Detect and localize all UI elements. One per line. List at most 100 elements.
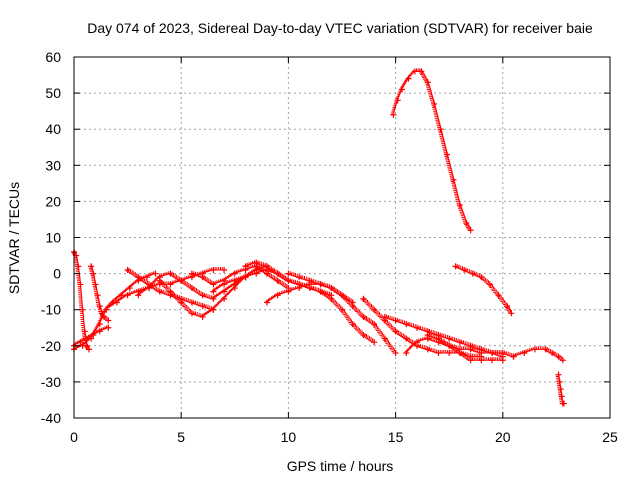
data-point [263,263,270,270]
series-arc-7 [135,270,249,302]
data-point [253,270,260,277]
x-tick-label: 0 [70,429,78,445]
data-point [126,285,133,292]
data-point [199,303,206,310]
data-point [444,151,451,158]
data-point [124,266,131,273]
data-point [360,331,367,338]
data-point [405,75,412,82]
data-point [113,299,120,306]
data-point [478,274,485,281]
data-point [86,346,93,353]
data-point [542,346,549,353]
series-arc-20 [510,346,566,364]
data-point [156,277,163,284]
data-point [263,299,270,306]
data-point [188,285,195,292]
data-point [296,285,303,292]
x-tick-label: 25 [602,429,618,445]
data-point [531,346,538,353]
data-point [371,306,378,313]
data-point [431,100,438,107]
data-point [146,285,153,292]
data-point [390,111,397,118]
x-tick-label: 5 [177,429,185,445]
axis-ticks: 0 5 10 15 20 25 -40 -30 -20 -10 0 10 20 30 40 50 60 [41,49,618,445]
data-point [360,313,367,320]
data-point [418,68,425,75]
data-point [414,339,421,346]
data-point [557,386,564,393]
data-point [285,270,292,277]
data-point [143,274,150,281]
y-tick-label: -10 [41,302,61,318]
data-point [101,313,108,320]
x-tick-label: 10 [281,429,297,445]
data-point [221,266,228,273]
data-point [199,292,206,299]
data-point [461,266,468,273]
data-point [242,274,249,281]
data-point [456,202,463,209]
data-point [328,285,335,292]
y-tick-label: 10 [45,230,61,246]
data-point [463,220,470,227]
series-arc-21 [555,371,567,407]
data-point [77,281,84,288]
data-point [96,328,103,335]
data-point [92,281,99,288]
data-point [392,350,399,357]
data-point [188,270,195,277]
data-point [499,357,506,364]
data-point [156,288,163,295]
data-point [559,357,566,364]
data-point [253,259,260,266]
data-point [349,321,356,328]
data-point [403,350,410,357]
data-point [467,346,474,353]
data-point [296,274,303,281]
data-point [188,299,195,306]
gridlines [74,57,610,418]
data-point [435,350,442,357]
y-axis-label: SDTVAR / TECUs [6,182,22,294]
series-arc-17 [424,331,506,364]
data-point [478,350,485,357]
data-point [81,328,88,335]
data-point [339,306,345,313]
data-point [178,299,185,306]
data-point [489,357,496,364]
data-point [124,292,131,299]
data-point [478,357,485,364]
data-point [210,288,217,295]
data-point [381,335,388,342]
data-point [231,277,238,284]
data-point [88,263,95,270]
data-point [96,321,103,328]
data-point [152,270,159,277]
series-arc-4 [88,263,112,324]
data-point [446,335,453,342]
data-point [360,295,367,302]
data-point [467,227,474,234]
data-point [499,350,506,357]
data-point [549,350,556,357]
y-tick-label: 30 [45,157,61,173]
data-point [452,263,459,270]
data-point [167,281,174,288]
data-point [317,281,324,288]
data-point [105,324,112,331]
data-point [274,270,281,277]
data-point [210,306,217,313]
x-axis-label: GPS time / hours [287,458,394,474]
data-point [103,306,110,313]
data-point [94,292,101,299]
data-point [79,342,86,349]
data-point [392,328,399,335]
x-tick-label: 15 [388,429,404,445]
y-tick-label: 40 [45,121,61,137]
data-point [242,263,249,270]
data-points [71,68,567,407]
y-tick-label: 50 [45,85,61,101]
